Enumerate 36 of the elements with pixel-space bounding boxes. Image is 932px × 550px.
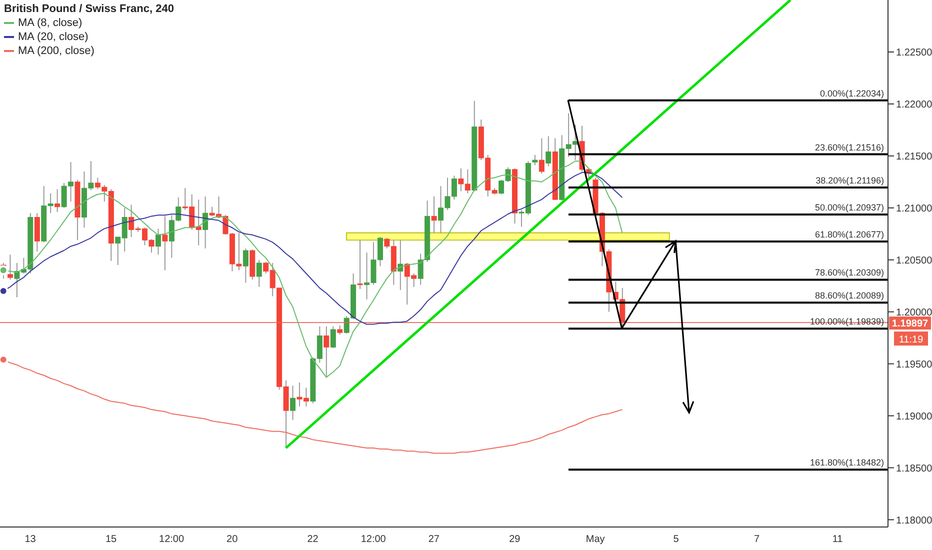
y-tick-label: 1.19500: [896, 359, 932, 370]
y-tick-label: 1.22000: [896, 99, 932, 110]
x-tick-label: 29: [509, 534, 521, 546]
x-tick-label: May: [586, 534, 605, 546]
y-tick-label: 1.20000: [896, 307, 932, 318]
ref-line-label: 61.80%(1.20677): [814, 229, 884, 240]
ref-line-label: 1.19897: [892, 318, 929, 330]
x-tick-label: 5: [673, 534, 680, 546]
y-tick-label: 1.22500: [896, 48, 932, 59]
y-tick-label: 1.21000: [896, 203, 932, 214]
ref-line-label: 88.60%(1.20089): [814, 290, 884, 301]
ref-line-label: 23.60%(1.21516): [814, 142, 884, 152]
x-tick-label: 20: [226, 534, 238, 546]
x-tick-label: 11: [832, 534, 844, 546]
x-tick-label: 27: [428, 534, 440, 546]
ref-line-label: 161.80%(1.18482): [810, 458, 884, 468]
ref-line-label: 0.00%(1.22034): [820, 88, 884, 98]
y-tick-label: 1.20500: [896, 255, 932, 266]
x-tick-label: 15: [105, 534, 117, 546]
legend-label: MA (8, close): [18, 16, 82, 30]
y-tick-label: 1.21500: [896, 151, 932, 162]
ref-line-label: 38.20%(1.21196): [816, 176, 884, 186]
legend-label: MA (200, close): [18, 44, 94, 58]
ref-line-label: 50.00%(1.20937): [814, 202, 884, 212]
x-tick-label: 12:00: [360, 534, 386, 546]
x-tick-label: 22: [307, 534, 319, 546]
legend-label: MA (20, close): [18, 30, 88, 44]
y-tick-label: 1.18500: [896, 463, 932, 474]
ref-line-label: 78.60%(1.20309): [814, 268, 884, 278]
x-tick-label: 12:00: [159, 534, 184, 546]
x-tick-label: 13: [24, 534, 36, 546]
chart-title: British Pound / Swiss Franc, 240: [4, 2, 174, 16]
y-tick-label: 1.18000: [896, 515, 932, 526]
y-tick-label: 1.19000: [896, 411, 932, 422]
text: 11:19: [898, 334, 924, 346]
x-tick-label: 7: [754, 534, 760, 546]
